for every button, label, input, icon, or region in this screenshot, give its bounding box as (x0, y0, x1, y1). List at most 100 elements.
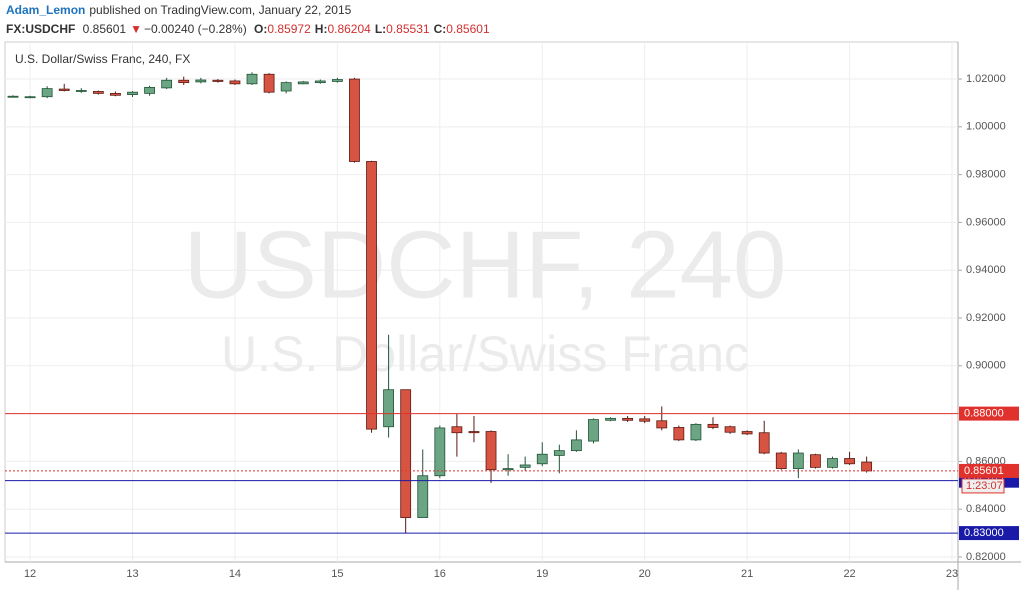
candle-body (246, 73, 258, 85)
candle-body (92, 91, 104, 94)
candle-body (58, 88, 70, 91)
price-label: 0.83000 (964, 527, 1004, 539)
candle-body (75, 90, 87, 92)
candle-body (536, 453, 548, 465)
y-tick-label: 0.98000 (966, 169, 1006, 181)
candle-body (417, 475, 429, 518)
ohlc-value: 0.85531 (386, 22, 430, 36)
candle-body (519, 464, 531, 468)
candle-body (827, 458, 838, 468)
x-tick-label: 22 (843, 568, 855, 580)
candle-body (673, 427, 685, 441)
price-label-box (959, 406, 1019, 421)
candle-body (229, 80, 241, 85)
y-tick-label: 0.84000 (966, 503, 1006, 515)
x-tick-label: 14 (229, 568, 241, 580)
candle-body (297, 81, 309, 85)
x-tick-label: 23 (946, 568, 958, 580)
change: −0.00240 (−0.28%) (143, 22, 247, 36)
x-tick-label: 12 (24, 568, 36, 580)
candle-body (24, 96, 36, 99)
candle-body (366, 161, 377, 430)
price: 0.85601 (82, 22, 127, 36)
countdown-box (961, 478, 1005, 494)
candle-body (861, 461, 873, 472)
x-tick-label: 15 (331, 568, 343, 580)
y-tick-label: 0.92000 (966, 312, 1006, 324)
candle-body (7, 95, 19, 98)
y-tick-label: 1.02000 (966, 73, 1006, 85)
y-tick-label: 0.90000 (966, 360, 1006, 372)
ohlc-key: H: (314, 22, 328, 36)
ohlc-key: L: (374, 22, 387, 36)
candle-body (844, 458, 855, 465)
candle-body (127, 91, 138, 95)
chart-title: U.S. Dollar/Swiss Franc, 240, FX (15, 52, 190, 66)
watermark: USDCHF, 240 (184, 211, 787, 318)
x-tick-label: 13 (126, 568, 138, 580)
candle-body (314, 80, 326, 84)
ohlc-value: 0.85972 (267, 22, 311, 36)
candle-body (400, 389, 412, 518)
ohlc-value: 0.86204 (327, 22, 371, 36)
candle-body (605, 417, 616, 421)
watermark: U.S. Dollar/Swiss Franc (221, 326, 749, 382)
y-tick-label: 0.96000 (966, 216, 1006, 228)
candle-body (622, 417, 634, 421)
price-label: 0.88000 (964, 408, 1004, 420)
candle-body (178, 79, 190, 84)
candle-body (161, 79, 173, 89)
x-tick-label: 21 (741, 568, 753, 580)
candle-body (588, 419, 599, 442)
published-text: published on TradingView.com, January 22… (89, 3, 352, 17)
candle-body (502, 468, 514, 471)
candle-body (656, 420, 668, 429)
candle-body (724, 426, 736, 433)
x-tick-label: 16 (434, 568, 446, 580)
author-link[interactable]: Adam_Lemon (6, 3, 86, 17)
header: Adam_Lemon published on TradingView.com, … (0, 0, 1021, 40)
candle-body (707, 423, 719, 428)
y-tick-label: 1.00000 (966, 121, 1006, 133)
ohlc-key: O: (254, 22, 268, 36)
candle-body (349, 78, 360, 162)
quote-row: FX:USDCHF 0.85601 ▼ −0.00240 (−0.28%) O:0.… (6, 22, 498, 36)
ohlc-key: C: (433, 22, 447, 36)
candle-body (451, 426, 463, 434)
candle-body (212, 79, 224, 82)
countdown: 1:23:07 (966, 480, 1003, 492)
publish-row: Adam_Lemon published on TradingView.com, … (6, 3, 355, 17)
y-tick-label: 0.82000 (966, 551, 1006, 563)
price-label-box (959, 526, 1019, 541)
candle-body (485, 431, 497, 471)
candle-body (383, 389, 395, 428)
candle-body (553, 450, 565, 456)
change-arrow: ▼ (130, 22, 142, 36)
candle-body (331, 79, 343, 82)
plot-frame (4, 41, 959, 563)
candle-body (468, 431, 480, 434)
candle-body (639, 418, 651, 422)
candle-body (110, 92, 121, 96)
price-label-box (959, 463, 1019, 478)
candle-body (41, 88, 53, 98)
symbol: FX:USDCHF (6, 22, 76, 36)
candle-body (690, 423, 702, 441)
candle-body (741, 431, 753, 435)
x-tick-label: 20 (639, 568, 651, 580)
candle-body (434, 427, 446, 477)
candle-body (263, 73, 275, 93)
candle-body (810, 454, 821, 468)
candle-body (792, 452, 804, 469)
candle-body (280, 82, 292, 92)
ohlc-value: 0.85601 (446, 22, 490, 36)
x-tick-label: 19 (536, 568, 548, 580)
candle-body (144, 87, 155, 94)
candle-body (571, 439, 582, 452)
ohlc: O:0.85972 H:0.86204 L:0.85531 C:0.85601 (254, 22, 494, 36)
price-label: 0.85601 (964, 465, 1004, 477)
candle-body (758, 432, 770, 454)
candle-body (195, 79, 207, 83)
